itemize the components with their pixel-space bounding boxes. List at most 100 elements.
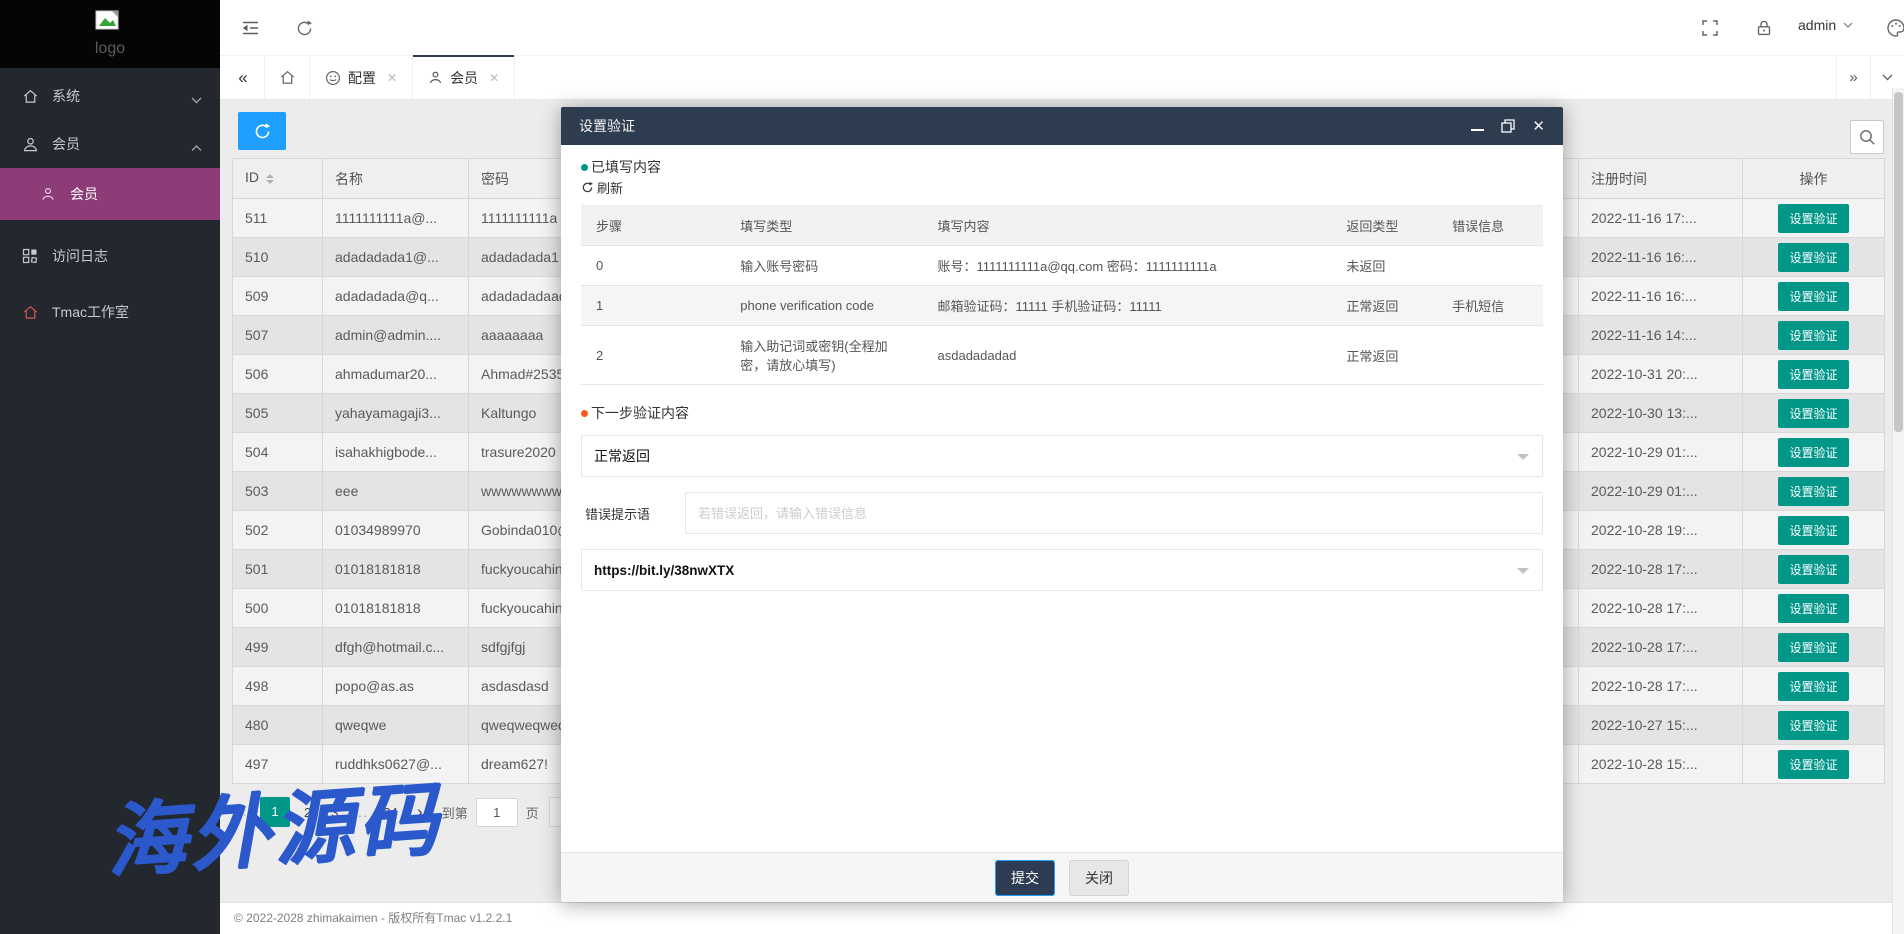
column-header-regtime: 注册时间 [1578, 158, 1743, 199]
table-refresh-button[interactable] [238, 112, 286, 150]
page-unit-label: 页 [525, 805, 539, 821]
refresh-icon [255, 122, 270, 138]
search-button[interactable] [1850, 120, 1884, 154]
close-icon[interactable]: ✕ [387, 70, 398, 85]
close-icon[interactable]: ✕ [1532, 117, 1545, 135]
person-icon [429, 71, 442, 84]
set-verify-modal: 设置验证 ✕ 已填写内容 刷新 步骤 填写类型 填写内容 返回类型 [561, 107, 1563, 902]
page-next-button[interactable]: › [416, 802, 423, 821]
steps-col-step: 步骤 [581, 205, 726, 246]
topbar: admin [220, 0, 1904, 55]
set-verify-button[interactable]: 设置验证 [1778, 398, 1849, 428]
home-icon [280, 70, 294, 84]
set-verify-button[interactable]: 设置验证 [1778, 320, 1849, 350]
page-button-34[interactable]: 34 [383, 804, 398, 820]
set-verify-button[interactable]: 设置验证 [1778, 671, 1849, 701]
logo-area: logo [0, 0, 220, 68]
error-message-label: 错误提示语 [585, 506, 651, 522]
submit-button[interactable]: 提交 [995, 859, 1055, 896]
refresh-icon [582, 181, 593, 192]
person-icon [40, 186, 57, 203]
page-button-3[interactable]: 3 [331, 804, 339, 820]
username-label: admin [1798, 17, 1837, 33]
sidebar-item-member[interactable]: 会员 [0, 168, 220, 220]
sidebar-item-label: Tmac工作室 [52, 304, 129, 320]
refresh-page-icon[interactable] [292, 17, 316, 39]
page-button-1[interactable]: 1 [260, 797, 290, 827]
sidebar-item-member-group[interactable]: 会员 [0, 120, 220, 168]
set-verify-button[interactable]: 设置验证 [1778, 281, 1849, 311]
tabs-scroll-left-icon[interactable]: « [220, 56, 265, 99]
tabs-scroll-right-icon[interactable]: » [1836, 56, 1870, 99]
column-header-id: ID [232, 158, 323, 199]
user-menu[interactable]: admin [1798, 17, 1853, 33]
page-prev-button[interactable]: ‹ [241, 802, 247, 821]
scrollbar[interactable] [1892, 88, 1904, 934]
column-header-name: 名称 [322, 158, 469, 199]
collapse-sidebar-icon[interactable] [238, 17, 262, 39]
tab-label: 配置 [348, 69, 376, 86]
tab-home[interactable] [265, 56, 310, 99]
steps-row: 2 输入助记词或密钥(全程加密，请放心填写) asdadadadad 正常返回 [581, 325, 1543, 385]
scrollbar-thumb[interactable] [1894, 92, 1903, 432]
set-verify-button[interactable]: 设置验证 [1778, 515, 1849, 545]
modal-footer: 提交 关闭 [561, 852, 1563, 902]
restore-icon[interactable] [1501, 119, 1516, 133]
green-dot-icon [581, 163, 588, 171]
error-message-input[interactable] [685, 492, 1543, 534]
set-verify-button[interactable]: 设置验证 [1778, 437, 1849, 467]
home-red-icon [22, 304, 39, 321]
sidebar-item-access-log[interactable]: 访问日志 [0, 232, 220, 280]
set-verify-button[interactable]: 设置验证 [1778, 554, 1849, 584]
modal-title: 设置验证 [579, 118, 635, 134]
steps-header-row: 步骤 填写类型 填写内容 返回类型 错误信息 [581, 205, 1543, 246]
sort-icon[interactable] [266, 170, 274, 188]
chevron-down-icon [1843, 22, 1853, 28]
steps-col-type: 填写类型 [725, 205, 923, 246]
set-verify-button[interactable]: 设置验证 [1778, 710, 1849, 740]
tab-config[interactable]: 配置 ✕ [310, 56, 414, 99]
set-verify-button[interactable]: 设置验证 [1778, 476, 1849, 506]
user-icon [22, 136, 39, 153]
sidebar-item-label: 访问日志 [52, 248, 108, 264]
set-verify-button[interactable]: 设置验证 [1778, 593, 1849, 623]
redirect-url-select[interactable]: https://bit.ly/38nwXTX [581, 549, 1543, 591]
lock-icon[interactable] [1752, 17, 1776, 39]
sidebar: logo 系统 会员 会员 [0, 0, 220, 934]
page-button-2[interactable]: 2 [304, 804, 312, 820]
copyright-footer: © 2022-2028 zhimakaimen - 版权所有Tmac v1.2.… [220, 902, 1892, 934]
close-icon[interactable]: ✕ [489, 70, 500, 85]
sidebar-item-studio[interactable]: Tmac工作室 [0, 288, 220, 336]
steps-col-content: 填写内容 [922, 205, 1332, 246]
sidebar-nav: 系统 会员 会员 访问日志 [0, 68, 220, 336]
set-verify-button[interactable]: 设置验证 [1778, 242, 1849, 272]
tabbar: « 配置 ✕ 会员 ✕ » [220, 55, 1904, 100]
page-ellipsis: ... [352, 804, 370, 820]
modal-header[interactable]: 设置验证 ✕ [561, 107, 1563, 145]
set-verify-button[interactable]: 设置验证 [1778, 632, 1849, 662]
fullscreen-icon[interactable] [1698, 17, 1722, 39]
watermark: 海外源码 [102, 771, 445, 889]
close-button[interactable]: 关闭 [1069, 859, 1129, 896]
minimize-icon[interactable] [1471, 129, 1485, 131]
return-type-select[interactable]: 正常返回 [581, 435, 1543, 477]
set-verify-button[interactable]: 设置验证 [1778, 359, 1849, 389]
steps-row: 0 输入账号密码 账号：1111111111a@qq.com 密码：11111111… [581, 245, 1543, 286]
set-verify-button[interactable]: 设置验证 [1778, 749, 1849, 779]
column-header-action: 操作 [1742, 158, 1885, 199]
steps-table: 步骤 填写类型 填写内容 返回类型 错误信息 0 输入账号密码 账号：1111111… [581, 205, 1543, 385]
chevron-up-icon [191, 139, 202, 155]
modal-body: 已填写内容 刷新 步骤 填写类型 填写内容 返回类型 错误信息 0 输入账号密码账… [561, 145, 1563, 591]
set-verify-button[interactable]: 设置验证 [1778, 203, 1849, 233]
steps-col-return: 返回类型 [1331, 205, 1438, 246]
tab-member[interactable]: 会员 ✕ [413, 55, 516, 99]
tabs-menu-icon[interactable] [1870, 56, 1904, 99]
sidebar-item-system[interactable]: 系统 [0, 72, 220, 120]
orange-dot-icon [581, 409, 588, 417]
refresh-steps-link[interactable]: 刷新 [581, 177, 641, 197]
steps-row: 1 phone verification code 邮箱验证码：11111 手机验证… [581, 285, 1543, 326]
theme-palette-icon[interactable] [1884, 17, 1904, 39]
goto-page-input[interactable] [475, 797, 518, 827]
search-icon [1860, 130, 1875, 145]
chevron-down-icon [1517, 454, 1529, 466]
